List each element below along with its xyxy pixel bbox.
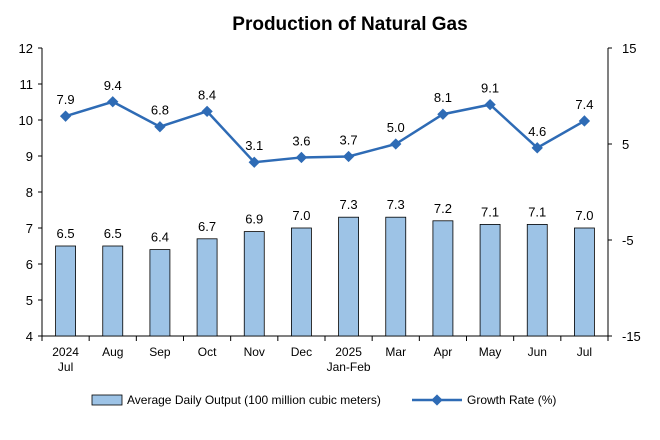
bar xyxy=(55,245,76,337)
line-data-label: 9.1 xyxy=(481,81,499,96)
bar-data-label: 7.3 xyxy=(340,197,358,212)
y-left-tick-label: 8 xyxy=(26,185,33,200)
y-right-tick-label: 15 xyxy=(622,41,636,56)
line-point xyxy=(390,138,402,150)
line-data-label: 5.0 xyxy=(387,120,405,135)
x-tick-label: Mar xyxy=(385,345,406,359)
bar-data-label: 6.9 xyxy=(245,212,263,227)
line-data-label: 3.7 xyxy=(340,132,358,147)
y-left-tick-label: 4 xyxy=(26,329,33,344)
legend-label-output: Average Daily Output (100 million cubic … xyxy=(127,393,381,407)
line-data-label: 7.9 xyxy=(57,92,75,107)
x-tick-label: Jul xyxy=(577,345,592,359)
line-data-label: 7.4 xyxy=(575,97,593,112)
line-data-label: 4.6 xyxy=(528,124,546,139)
line-data-label: 8.1 xyxy=(434,90,452,105)
bar xyxy=(338,216,359,337)
y-left-tick-label: 12 xyxy=(19,41,33,56)
x-tick-label: Nov xyxy=(244,345,265,359)
y-left-tick-label: 10 xyxy=(19,113,33,128)
x-tick-label: Jul xyxy=(58,360,73,374)
line-point xyxy=(578,115,591,127)
bar xyxy=(149,249,171,337)
bar xyxy=(196,238,218,337)
line-point xyxy=(107,96,119,108)
bar-data-label: 7.2 xyxy=(434,201,452,216)
y-right-tick-label: -15 xyxy=(622,329,641,344)
x-tick-label: Jun xyxy=(528,345,547,359)
bar-data-label: 6.5 xyxy=(57,226,75,241)
line-data-label: 8.4 xyxy=(198,87,216,102)
y-right-tick-label: 5 xyxy=(622,137,629,152)
legend-diamond-marker xyxy=(431,394,443,406)
x-tick-label: Aug xyxy=(102,345,123,359)
legend-bar-swatch xyxy=(91,394,123,406)
x-tick-label: May xyxy=(479,345,502,359)
x-tick-label: 2024 xyxy=(52,345,79,359)
line-point xyxy=(248,156,260,168)
y-left-tick-label: 7 xyxy=(26,221,33,236)
x-tick-label: Apr xyxy=(434,345,453,359)
bar-data-label: 7.0 xyxy=(292,208,310,223)
bar xyxy=(432,220,454,337)
legend-label-growth: Growth Rate (%) xyxy=(467,393,556,407)
line-point xyxy=(295,151,308,164)
x-tick-label: 2025 xyxy=(335,345,362,359)
y-left-tick-label: 6 xyxy=(26,257,33,272)
x-tick-label: Dec xyxy=(291,345,312,359)
chart-title: Production of Natural Gas xyxy=(232,14,467,35)
bar xyxy=(243,231,265,337)
growth-rate-line xyxy=(65,100,586,164)
x-tick-label: Jan-Feb xyxy=(327,360,371,374)
line-data-label: 6.8 xyxy=(151,103,169,118)
y-right-tick-label: -5 xyxy=(622,233,634,248)
bar xyxy=(479,223,501,337)
bar-data-label: 7.1 xyxy=(481,204,499,219)
bar-data-label: 7.1 xyxy=(528,204,546,219)
bar xyxy=(574,227,595,337)
line-point xyxy=(531,142,543,154)
x-tick-label: Sep xyxy=(149,345,171,359)
bar-data-label: 6.5 xyxy=(104,226,122,241)
x-tick-label: Oct xyxy=(198,345,217,359)
y-left-tick-label: 11 xyxy=(20,77,34,92)
line-data-label: 3.1 xyxy=(245,138,263,153)
bar-data-label: 7.3 xyxy=(387,197,405,212)
line-data-label: 9.4 xyxy=(104,78,122,93)
bar xyxy=(102,245,124,337)
line-point xyxy=(154,121,166,133)
bar-data-label: 6.4 xyxy=(151,230,169,245)
y-left-tick-label: 9 xyxy=(26,149,33,164)
bar-data-label: 6.7 xyxy=(198,219,216,234)
bar xyxy=(291,227,312,337)
y-left-tick-label: 5 xyxy=(26,293,33,308)
line-point xyxy=(342,150,355,163)
bar xyxy=(526,223,548,337)
legend: Average Daily Output (100 million cubic … xyxy=(91,393,556,407)
bar xyxy=(385,216,407,337)
bar-data-label: 7.0 xyxy=(575,208,593,223)
line-data-label: 3.6 xyxy=(292,133,310,148)
line-point xyxy=(59,110,72,122)
